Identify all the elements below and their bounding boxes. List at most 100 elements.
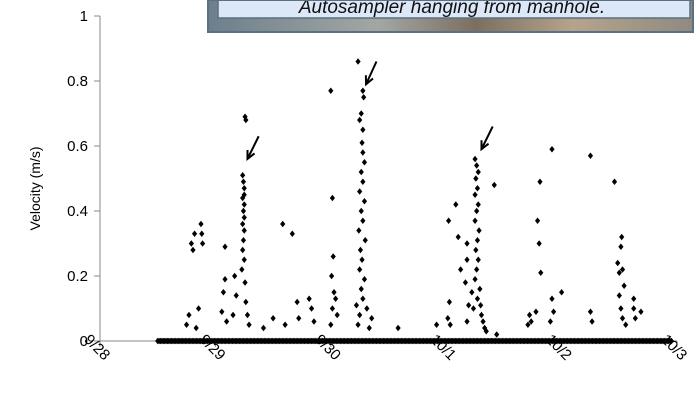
arrow-head <box>480 140 490 152</box>
data-point <box>357 246 364 254</box>
data-point <box>533 308 539 315</box>
data-point <box>534 217 541 224</box>
data-point <box>589 318 595 325</box>
data-point <box>474 207 480 215</box>
data-point <box>355 321 361 328</box>
data-point <box>219 308 225 315</box>
inset-caption-box <box>217 0 691 19</box>
data-point <box>538 269 544 276</box>
data-point <box>526 311 533 319</box>
data-point <box>239 266 245 273</box>
y-axis-title: Velocity (m/s) <box>27 146 43 230</box>
x-tick-label: 10/2 <box>542 331 575 364</box>
inset-photo: Autosampler hanging from manhole. <box>207 0 694 33</box>
data-point <box>472 191 478 198</box>
data-point <box>333 295 339 302</box>
data-point <box>455 233 461 241</box>
data-point <box>464 318 470 325</box>
arrow-head <box>246 149 256 162</box>
data-point <box>240 207 247 215</box>
data-point <box>473 175 479 182</box>
data-point <box>282 321 288 328</box>
data-point <box>464 256 470 263</box>
data-point <box>353 302 360 309</box>
data-point <box>472 217 478 224</box>
data-point <box>243 298 249 306</box>
data-point <box>615 259 621 267</box>
data-point <box>232 272 238 280</box>
data-point <box>474 237 481 244</box>
data-point <box>474 295 481 302</box>
data-point <box>357 311 363 319</box>
data-point <box>240 172 246 179</box>
data-point <box>619 315 626 322</box>
data-point <box>631 295 637 302</box>
data-point <box>330 253 336 260</box>
data-point <box>618 305 624 312</box>
data-point <box>433 321 440 328</box>
data-point <box>472 155 478 163</box>
data-point <box>241 256 247 263</box>
x-tick-label: 10/3 <box>658 331 691 364</box>
data-point <box>224 318 230 325</box>
data-point <box>240 220 246 228</box>
data-point <box>474 162 480 169</box>
data-point <box>240 246 246 254</box>
data-point <box>472 276 478 283</box>
data-point <box>191 230 198 237</box>
data-point <box>360 149 366 156</box>
data-point <box>289 230 295 237</box>
data-point <box>190 246 196 254</box>
data-point <box>188 240 194 247</box>
arrow-shaft <box>480 126 494 150</box>
data-point <box>616 292 622 299</box>
y-tick-label: 0.6 <box>67 138 88 155</box>
data-point <box>525 321 531 328</box>
data-point <box>587 308 594 315</box>
data-point <box>358 168 364 176</box>
data-point <box>260 324 267 332</box>
data-point <box>528 318 534 325</box>
data-point <box>241 214 247 221</box>
data-point <box>474 185 481 192</box>
data-point <box>360 178 366 185</box>
y-tick-label: 0.4 <box>67 203 88 220</box>
inset-caption: Autosampler hanging from manhole. <box>298 0 605 18</box>
data-point <box>329 194 336 202</box>
y-tick-label: 0 <box>80 333 88 350</box>
data-point <box>458 266 464 273</box>
data-point <box>222 276 228 283</box>
data-point <box>193 324 199 332</box>
data-point <box>195 305 202 312</box>
data-point <box>357 188 363 195</box>
data-point <box>453 201 459 208</box>
data-point <box>466 302 472 309</box>
data-point <box>477 285 483 293</box>
data-point <box>241 227 247 234</box>
data-point <box>183 321 190 328</box>
data-point <box>361 198 368 205</box>
data-point <box>233 292 239 299</box>
data-point <box>360 126 366 133</box>
data-point <box>536 240 542 247</box>
data-point <box>366 324 372 332</box>
arrow-shaft <box>365 61 378 85</box>
data-point <box>270 315 276 322</box>
data-point <box>334 311 340 319</box>
data-point <box>549 146 555 153</box>
data-point <box>240 194 246 202</box>
data-point <box>469 289 475 296</box>
data-point <box>475 201 481 208</box>
data-point <box>186 311 192 319</box>
data-point <box>632 315 638 322</box>
data-point <box>611 178 618 185</box>
data-point <box>475 168 481 176</box>
data-point <box>549 295 555 302</box>
x-tick-label: 9/29 <box>196 331 229 364</box>
data-point <box>462 279 469 286</box>
data-point <box>296 315 302 322</box>
data-point <box>242 279 248 286</box>
data-point <box>199 240 206 247</box>
data-point <box>618 243 624 250</box>
